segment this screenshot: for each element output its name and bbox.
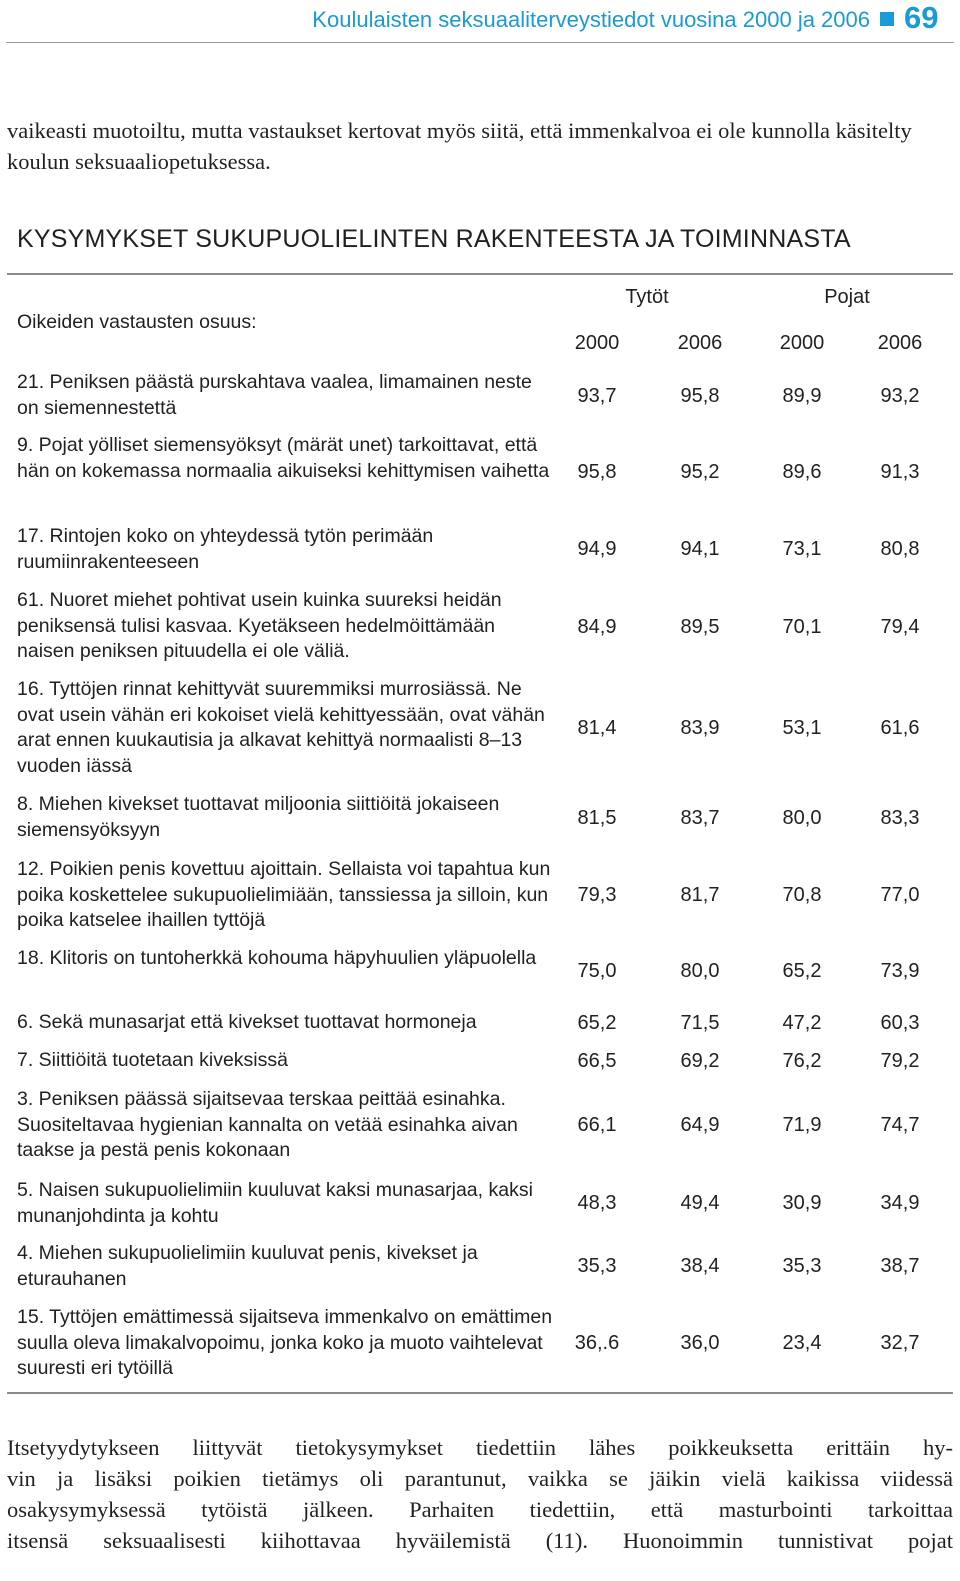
value-cell: 81,5 xyxy=(577,807,617,829)
outro-line: vin ja lisäksi poikien tietämys oli para… xyxy=(7,1466,953,1491)
value-cell: 34,9 xyxy=(880,1192,920,1214)
year-header: 2000 xyxy=(574,332,620,354)
question-text: 6. Sekä munasarjat että kivekset tuottav… xyxy=(17,1011,477,1033)
value-cell: 35,3 xyxy=(782,1255,822,1277)
value-cell: 80,0 xyxy=(782,807,822,829)
value-cell: 73,9 xyxy=(880,960,920,982)
header-divider xyxy=(6,42,954,43)
table-top-divider xyxy=(7,273,953,275)
value-cell: 35,3 xyxy=(577,1255,617,1277)
value-cell: 30,9 xyxy=(782,1192,822,1214)
value-cell: 77,0 xyxy=(880,884,920,906)
value-cell: 69,2 xyxy=(680,1050,720,1072)
value-cell: 49,4 xyxy=(680,1192,720,1214)
question-text: 7. Siittiöitä tuotetaan kiveksissä xyxy=(17,1049,288,1071)
question-text: 15. Tyttöjen emättimessä sijaitseva imme… xyxy=(17,1306,553,1379)
outro-line: itsensä seksuaalisesti kiihottavaa hyväi… xyxy=(7,1528,953,1553)
table-bottom-divider xyxy=(7,1392,953,1394)
value-cell: 36,0 xyxy=(680,1332,720,1354)
group-header-girls: Tytöt xyxy=(625,286,669,308)
question-text: 18. Klitoris on tuntoherkkä kohouma häpy… xyxy=(17,947,537,969)
question-text: 5. Naisen sukupuolielimiin kuuluvat kaks… xyxy=(17,1179,533,1227)
value-cell: 61,6 xyxy=(880,717,920,739)
value-cell: 80,0 xyxy=(680,960,720,982)
running-header: Koululaisten seksuaaliterveystiedot vuos… xyxy=(0,0,960,44)
value-cell: 91,3 xyxy=(880,461,920,483)
value-cell: 79,2 xyxy=(880,1050,920,1072)
intro-paragraph: vaikeasti muotoiltu, mutta vastaukset ke… xyxy=(7,118,912,174)
value-cell: 60,3 xyxy=(880,1012,920,1034)
value-cell: 93,2 xyxy=(880,385,920,407)
value-cell: 65,2 xyxy=(782,960,822,982)
value-cell: 93,7 xyxy=(577,385,617,407)
value-cell: 79,4 xyxy=(880,616,920,638)
value-cell: 94,1 xyxy=(680,538,720,560)
value-cell: 73,1 xyxy=(782,538,822,560)
value-cell: 38,4 xyxy=(680,1255,720,1277)
value-cell: 81,4 xyxy=(577,717,617,739)
value-cell: 32,7 xyxy=(880,1332,920,1354)
value-cell: 23,4 xyxy=(782,1332,822,1354)
value-cell: 95,8 xyxy=(680,385,720,407)
value-cell: 65,2 xyxy=(577,1012,617,1034)
outro-line: Itsetyydytykseen liittyvät tietokysymyks… xyxy=(7,1435,953,1460)
section-heading: KYSYMYKSET SUKUPUOLIELINTEN RAKENTEESTA … xyxy=(17,225,851,253)
question-text: 21. Peniksen päästä purskahtava vaalea, … xyxy=(17,371,532,419)
page-number: 69 xyxy=(904,0,939,35)
question-text: 4. Miehen sukupuolielimiin kuuluvat peni… xyxy=(17,1242,478,1290)
value-cell: 83,3 xyxy=(880,807,920,829)
value-cell: 79,3 xyxy=(577,884,617,906)
year-header: 2000 xyxy=(779,332,825,354)
question-text: 17. Rintojen koko on yhteydessä tytön pe… xyxy=(17,525,434,573)
value-cell: 74,7 xyxy=(880,1114,920,1136)
value-cell: 75,0 xyxy=(577,960,617,982)
year-header: 2006 xyxy=(677,332,723,354)
value-cell: 95,8 xyxy=(577,461,617,483)
value-cell: 70,1 xyxy=(782,616,822,638)
question-text: 8. Miehen kivekset tuottavat miljoonia s… xyxy=(17,793,500,841)
value-cell: 66,1 xyxy=(577,1114,617,1136)
value-cell: 66,5 xyxy=(577,1050,617,1072)
group-header-boys: Pojat xyxy=(824,286,870,308)
value-cell: 38,7 xyxy=(880,1255,920,1277)
value-cell: 36,.6 xyxy=(574,1332,620,1354)
value-cell: 48,3 xyxy=(577,1192,617,1214)
question-text: 16. Tyttöjen rinnat kehittyvät suuremmik… xyxy=(17,678,545,777)
value-cell: 84,9 xyxy=(577,616,617,638)
value-cell: 47,2 xyxy=(782,1012,822,1034)
question-text: 61. Nuoret miehet pohtivat usein kuinka … xyxy=(17,589,502,662)
question-text: 3. Peniksen päässä sijaitsevaa terskaa p… xyxy=(17,1088,518,1161)
outro-paragraph: Itsetyydytykseen liittyvät tietokysymyks… xyxy=(7,1432,953,1556)
value-cell: 53,1 xyxy=(782,717,822,739)
value-cell: 83,7 xyxy=(680,807,720,829)
value-cell: 71,9 xyxy=(782,1114,822,1136)
question-text: 9. Pojat yölliset siemensyöksyt (märät u… xyxy=(17,434,550,482)
value-cell: 94,9 xyxy=(577,538,617,560)
value-cell: 95,2 xyxy=(680,461,720,483)
table-subheading: Oikeiden vastausten osuus: xyxy=(17,311,257,333)
outro-line: osakysymyksessä tytöistä jälkeen. Parhai… xyxy=(7,1497,953,1522)
value-cell: 83,9 xyxy=(680,717,720,739)
year-header: 2006 xyxy=(877,332,923,354)
value-cell: 70,8 xyxy=(782,884,822,906)
value-cell: 80,8 xyxy=(880,538,920,560)
value-cell: 89,5 xyxy=(680,616,720,638)
value-cell: 71,5 xyxy=(680,1012,720,1034)
value-cell: 89,6 xyxy=(782,461,822,483)
value-cell: 81,7 xyxy=(680,884,720,906)
header-square-icon xyxy=(880,12,894,26)
value-cell: 64,9 xyxy=(680,1114,720,1136)
value-cell: 76,2 xyxy=(782,1050,822,1072)
value-cell: 89,9 xyxy=(782,385,822,407)
question-text: 12. Poikien penis kovettuu ajoittain. Se… xyxy=(17,858,551,931)
running-header-title: Koululaisten seksuaaliterveystiedot vuos… xyxy=(312,7,870,32)
